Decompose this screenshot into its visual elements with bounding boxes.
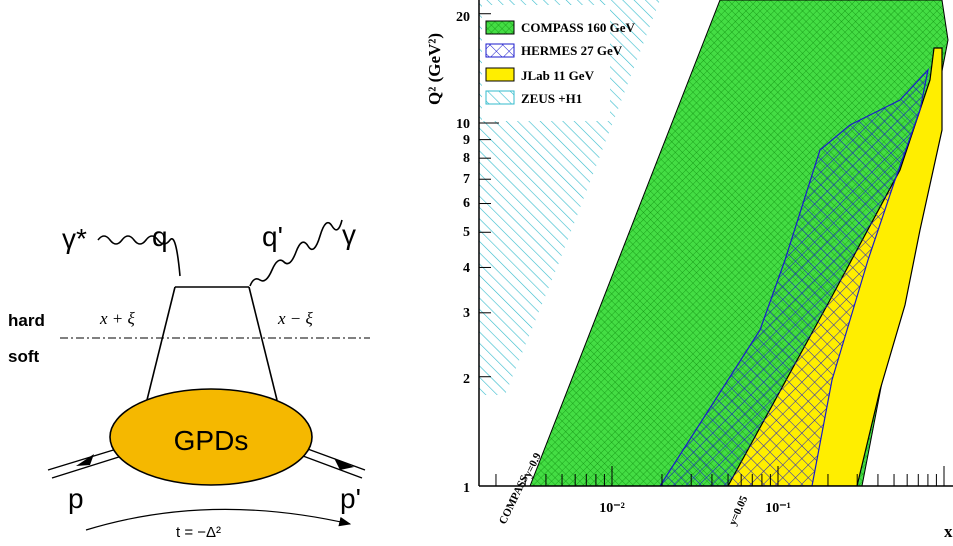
gpds-label: GPDs: [174, 425, 249, 456]
y-tick-label-3: 3: [463, 306, 470, 321]
x-axis-label: x: [944, 522, 953, 541]
hermes-region: [659, 68, 930, 486]
virtual-photon-line: [97, 235, 181, 277]
gpd-blob: [109, 388, 313, 486]
legend-label-compass: COMPASS 160 GeV: [521, 20, 635, 35]
y-tick-label-2: 2: [463, 372, 470, 387]
x-plus-xi-label: x + ξ: [99, 309, 136, 328]
proton-in-line-1: [47, 447, 121, 471]
legend-item-hermes: HERMES 27 GeV: [485, 43, 623, 58]
t-label: t = −Δ²: [176, 524, 221, 541]
legend-label-zeus: ZEUS +H1: [521, 91, 582, 106]
y-tick-label-20: 20: [456, 10, 470, 25]
hard-label: hard: [8, 311, 45, 330]
kinematic-plot: COMPASS 160 GeV HERMES 27 GeV JLab 11 Ge…: [425, 0, 953, 541]
quark-left-line: [146, 286, 176, 401]
proton-in-arrow: [76, 454, 94, 466]
proton-in-line-2: [51, 455, 123, 479]
real-photon-line: [249, 219, 343, 287]
x-tick-label-0.1: 10⁻¹: [765, 501, 791, 516]
y-005-label: y=0.05: [727, 494, 751, 528]
y-axis-label: Q² (GeV²): [425, 33, 444, 105]
y-tick-label-8: 8: [463, 151, 470, 166]
quark-q-label: q: [152, 221, 168, 252]
y-tick-label-10: 10: [456, 117, 470, 132]
compass-line-label: COMPASS: [497, 473, 531, 526]
gamma-label: γ: [342, 219, 356, 250]
y-tick-label-1: 1: [463, 481, 470, 496]
legend-item-zeus: ZEUS +H1: [485, 90, 582, 106]
soft-label: soft: [8, 347, 40, 366]
y-tick-label-4: 4: [463, 261, 470, 276]
y-tick-label-5: 5: [463, 225, 470, 240]
dvcs-diagram: γ* q q' γ hard soft x + ξ x − ξ GPDs p p…: [8, 219, 370, 541]
legend-item-jlab: JLab 11 GeV: [485, 67, 595, 83]
legend-label-hermes: HERMES 27 GeV: [521, 43, 623, 58]
x-tick-label-0.01: 10⁻²: [599, 501, 625, 516]
legend-label-jlab: JLab 11 GeV: [521, 68, 595, 83]
y-tick-label-7: 7: [463, 172, 470, 187]
y-tick-label-9: 9: [463, 133, 470, 148]
y-tick-label-6: 6: [463, 196, 470, 211]
y-axis-ticks: [479, 13, 499, 487]
x-minus-xi-label: x − ξ: [277, 309, 314, 328]
quark-right-line: [248, 286, 278, 401]
quark-q-prime-label: q': [262, 221, 283, 252]
proton-out-line-2: [302, 455, 363, 479]
proton-out-arrow: [334, 458, 354, 470]
proton-in-label: p: [68, 483, 84, 514]
legend-item-compass: COMPASS 160 GeV: [485, 20, 635, 35]
gamma-star-label: γ*: [62, 223, 87, 254]
proton-out-label: p': [340, 483, 361, 514]
momentum-transfer-arrow: [85, 508, 352, 531]
x-axis-ticks: [495, 466, 945, 486]
